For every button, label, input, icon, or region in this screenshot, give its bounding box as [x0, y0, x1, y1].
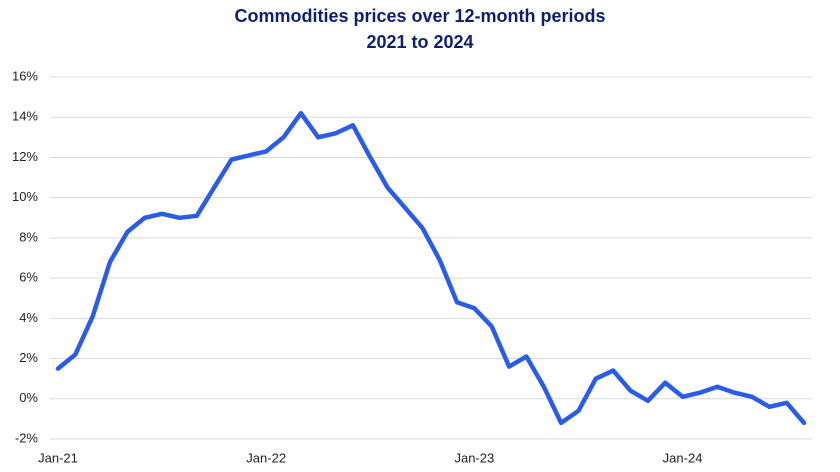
x-tick-label: Jan-22 [246, 450, 286, 465]
y-tick-label: -2% [15, 430, 39, 445]
y-tick-label: 14% [12, 109, 38, 124]
chart-subtitle: 2021 to 2024 [366, 32, 473, 52]
y-tick-label: 12% [12, 149, 38, 164]
y-tick-label: 8% [19, 229, 38, 244]
y-tick-label: 4% [19, 310, 38, 325]
y-tick-label: 0% [19, 390, 38, 405]
y-tick-label: 2% [19, 350, 38, 365]
chart-title: Commodities prices over 12-month periods [234, 6, 605, 26]
x-tick-label: Jan-21 [38, 450, 78, 465]
x-tick-label: Jan-23 [454, 450, 494, 465]
y-tick-label: 10% [12, 189, 38, 204]
x-tick-label: Jan-24 [663, 450, 703, 465]
y-tick-label: 6% [19, 270, 38, 285]
data-line [55, 110, 807, 426]
y-tick-label: 16% [12, 68, 38, 83]
